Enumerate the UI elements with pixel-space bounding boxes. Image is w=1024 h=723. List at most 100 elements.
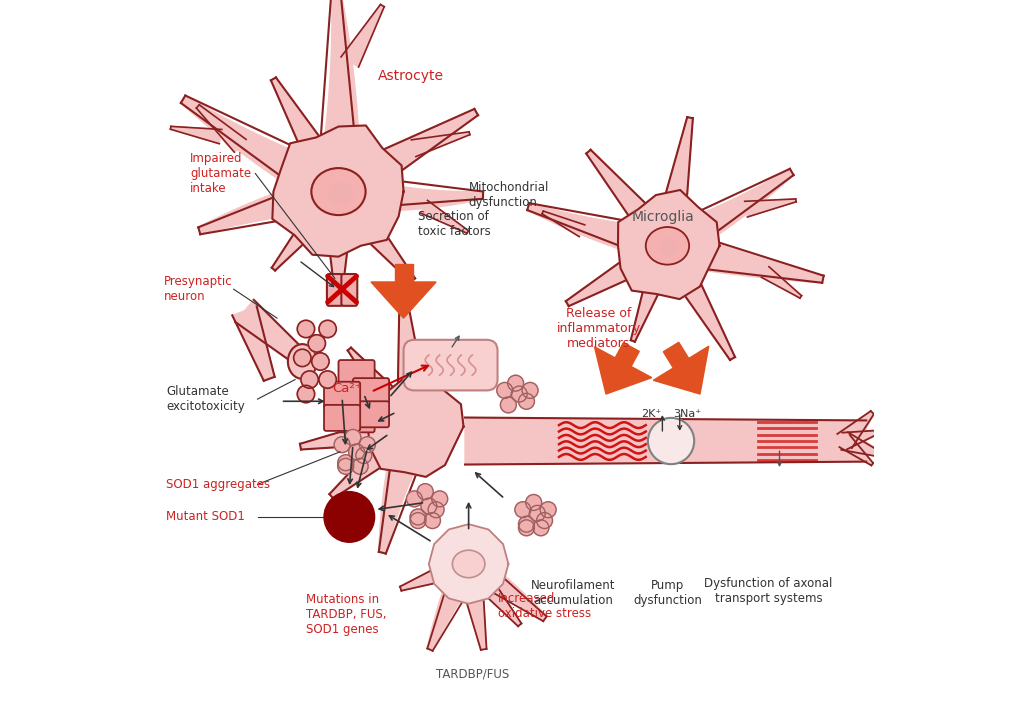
Polygon shape bbox=[439, 191, 444, 207]
Polygon shape bbox=[322, 188, 345, 208]
Text: Release of
inflammatory
mediators: Release of inflammatory mediators bbox=[557, 307, 641, 351]
Polygon shape bbox=[478, 640, 486, 644]
Polygon shape bbox=[567, 221, 572, 230]
Circle shape bbox=[518, 516, 535, 532]
Polygon shape bbox=[657, 234, 675, 260]
Polygon shape bbox=[399, 413, 423, 433]
Polygon shape bbox=[641, 297, 654, 305]
Polygon shape bbox=[298, 225, 312, 238]
Polygon shape bbox=[237, 316, 260, 326]
Polygon shape bbox=[461, 579, 482, 586]
Polygon shape bbox=[567, 214, 577, 231]
Polygon shape bbox=[780, 200, 783, 206]
Polygon shape bbox=[561, 218, 565, 226]
Polygon shape bbox=[868, 461, 871, 464]
Polygon shape bbox=[398, 378, 423, 385]
Polygon shape bbox=[538, 612, 545, 619]
Polygon shape bbox=[304, 442, 308, 449]
Polygon shape bbox=[551, 214, 554, 220]
Polygon shape bbox=[374, 12, 381, 17]
Polygon shape bbox=[411, 135, 426, 156]
Polygon shape bbox=[389, 451, 419, 464]
Polygon shape bbox=[322, 157, 359, 166]
Polygon shape bbox=[635, 320, 644, 327]
Polygon shape bbox=[288, 187, 299, 215]
Polygon shape bbox=[428, 571, 434, 583]
Polygon shape bbox=[218, 129, 222, 144]
Polygon shape bbox=[477, 577, 493, 590]
Polygon shape bbox=[376, 382, 391, 396]
Polygon shape bbox=[849, 426, 860, 437]
Polygon shape bbox=[509, 587, 520, 601]
Polygon shape bbox=[371, 181, 378, 211]
Polygon shape bbox=[399, 296, 408, 301]
Polygon shape bbox=[330, 83, 355, 90]
Polygon shape bbox=[268, 328, 285, 347]
Polygon shape bbox=[514, 591, 524, 604]
Polygon shape bbox=[616, 262, 629, 281]
Polygon shape bbox=[508, 612, 515, 619]
Polygon shape bbox=[397, 416, 431, 424]
Polygon shape bbox=[442, 135, 446, 145]
Polygon shape bbox=[778, 200, 781, 207]
Polygon shape bbox=[476, 634, 485, 638]
Polygon shape bbox=[609, 179, 623, 191]
Polygon shape bbox=[259, 367, 272, 375]
Polygon shape bbox=[456, 223, 460, 229]
Polygon shape bbox=[858, 452, 864, 458]
Polygon shape bbox=[516, 621, 521, 626]
Polygon shape bbox=[613, 265, 626, 282]
Circle shape bbox=[345, 429, 360, 445]
Polygon shape bbox=[352, 427, 359, 446]
Polygon shape bbox=[650, 258, 672, 268]
Polygon shape bbox=[430, 570, 437, 583]
Polygon shape bbox=[357, 159, 379, 190]
Polygon shape bbox=[391, 442, 423, 456]
Polygon shape bbox=[351, 210, 372, 228]
Polygon shape bbox=[694, 239, 707, 270]
Polygon shape bbox=[278, 150, 298, 181]
Polygon shape bbox=[752, 188, 764, 203]
Polygon shape bbox=[458, 133, 461, 139]
Polygon shape bbox=[659, 228, 679, 262]
FancyBboxPatch shape bbox=[339, 406, 375, 432]
Polygon shape bbox=[637, 311, 648, 317]
Polygon shape bbox=[203, 223, 210, 233]
Polygon shape bbox=[684, 126, 692, 131]
Polygon shape bbox=[383, 392, 400, 407]
Polygon shape bbox=[215, 217, 224, 229]
Polygon shape bbox=[695, 301, 711, 314]
Polygon shape bbox=[852, 432, 857, 445]
Polygon shape bbox=[398, 331, 414, 336]
Polygon shape bbox=[858, 420, 866, 428]
Polygon shape bbox=[367, 371, 378, 382]
Polygon shape bbox=[498, 578, 510, 594]
Polygon shape bbox=[545, 208, 553, 221]
Polygon shape bbox=[615, 343, 639, 367]
Polygon shape bbox=[450, 354, 459, 361]
Circle shape bbox=[334, 437, 350, 453]
Circle shape bbox=[508, 375, 523, 391]
Polygon shape bbox=[180, 127, 183, 132]
Polygon shape bbox=[434, 617, 447, 625]
Polygon shape bbox=[212, 120, 220, 129]
Polygon shape bbox=[454, 557, 463, 578]
Polygon shape bbox=[597, 276, 607, 290]
Polygon shape bbox=[220, 127, 230, 138]
Polygon shape bbox=[679, 233, 692, 268]
Polygon shape bbox=[599, 221, 609, 243]
Polygon shape bbox=[290, 347, 303, 362]
Polygon shape bbox=[572, 294, 580, 303]
Polygon shape bbox=[374, 380, 388, 393]
Polygon shape bbox=[626, 256, 639, 276]
Polygon shape bbox=[481, 581, 495, 594]
Polygon shape bbox=[727, 353, 735, 360]
Polygon shape bbox=[790, 288, 794, 294]
Text: Mutations in
TARDBP, FUS,
SOD1 genes: Mutations in TARDBP, FUS, SOD1 genes bbox=[306, 593, 386, 636]
Polygon shape bbox=[345, 50, 362, 61]
Polygon shape bbox=[329, 246, 348, 249]
Polygon shape bbox=[360, 29, 373, 37]
Polygon shape bbox=[765, 270, 773, 280]
Polygon shape bbox=[589, 153, 597, 161]
Polygon shape bbox=[434, 190, 439, 208]
